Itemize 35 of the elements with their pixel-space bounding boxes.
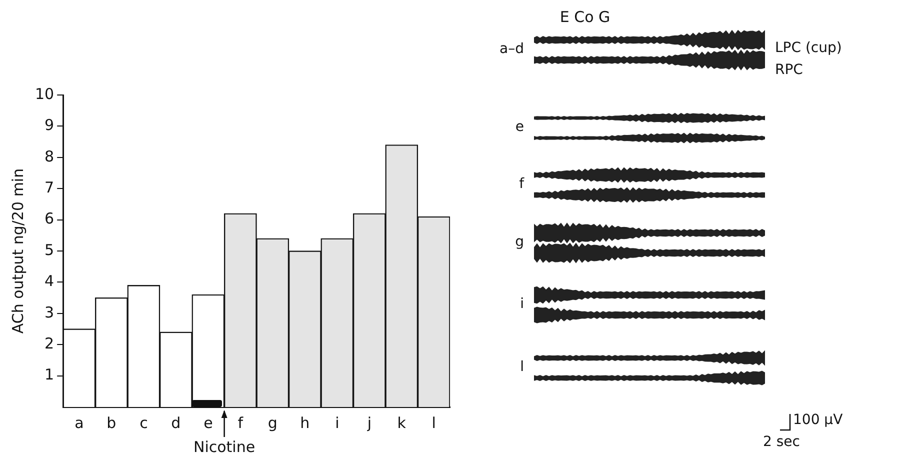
y-tick-label: 2 [44, 334, 54, 352]
text: e [515, 119, 524, 135]
y-tick-label: 9 [44, 116, 54, 134]
x-tick-label: g [268, 414, 278, 432]
text: a–d [500, 41, 524, 57]
y-tick-label: 5 [44, 240, 54, 259]
x-tick-label: d [171, 414, 181, 432]
y-tick-label: 7 [44, 178, 54, 196]
text: E Co G [560, 8, 610, 26]
x-tick-label: k [397, 414, 406, 432]
text: g [515, 234, 524, 250]
x-tick-label: h [300, 414, 310, 432]
text: RPC [775, 62, 803, 78]
text: 100 μV [793, 412, 843, 428]
text: l [520, 359, 524, 375]
text: i [520, 296, 524, 312]
text: f [519, 176, 524, 192]
x-tick-label: l [432, 414, 436, 432]
y-tick-label: 8 [44, 147, 54, 166]
text: Nicotine [193, 438, 256, 456]
y-tick-label: 1 [44, 366, 54, 384]
text: 2 sec [763, 434, 800, 450]
x-tick-label: a [74, 414, 84, 432]
x-tick-label: i [335, 414, 340, 432]
x-tick-label: j [366, 414, 372, 432]
y-tick-label: 3 [44, 303, 54, 322]
text: LPC (cup) [775, 40, 842, 56]
x-tick-label: e [204, 414, 213, 432]
x-tick-label: f [238, 414, 244, 432]
y-tick-label: 4 [44, 272, 54, 290]
x-tick-label: b [106, 414, 116, 432]
y-tick-label: 10 [34, 84, 54, 103]
y-tick-label: 6 [44, 210, 54, 228]
y-axis-title: ACh output ng/20 min [8, 168, 27, 334]
x-tick-label: c [140, 414, 148, 432]
